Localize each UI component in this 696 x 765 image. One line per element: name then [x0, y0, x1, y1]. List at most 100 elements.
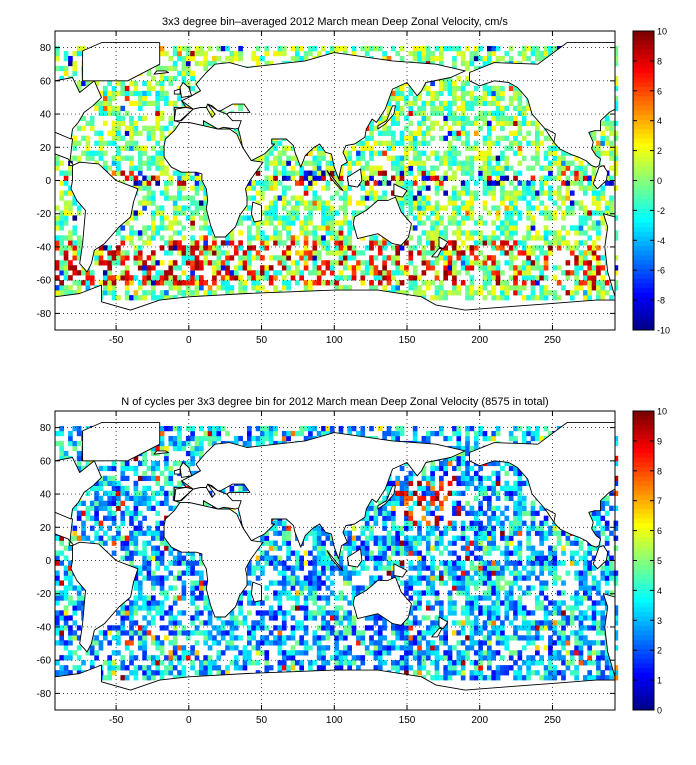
heat-cell [413, 670, 418, 675]
cycles-panel: N of cycles per 3x3 degree bin for 2012 … [0, 380, 696, 760]
heat-cell [522, 240, 527, 245]
heat-cell [330, 250, 335, 255]
heat-cell [496, 640, 501, 645]
heat-cell [461, 61, 466, 66]
heat-cell [474, 101, 479, 106]
heat-cell [583, 240, 588, 245]
heat-cell [487, 136, 492, 141]
heat-cell [68, 285, 73, 290]
heat-cell [592, 195, 597, 200]
heat-cell [491, 190, 496, 195]
heat-cell [120, 655, 125, 660]
heat-cell [247, 260, 252, 265]
heat-cell [278, 640, 283, 645]
heat-cell [321, 156, 326, 161]
heat-cell [264, 625, 269, 630]
heat-cell [317, 156, 322, 161]
heat-cell [544, 230, 549, 235]
heat-cell [439, 635, 444, 640]
heat-cell [518, 195, 523, 200]
heat-cell [282, 151, 287, 156]
heat-cell [504, 215, 509, 220]
heat-cell [160, 51, 165, 56]
heat-cell [513, 210, 518, 215]
heat-cell [583, 210, 588, 215]
heat-cell [142, 630, 147, 635]
heat-cell [400, 96, 405, 101]
heat-cell [570, 200, 575, 205]
heat-cell [155, 270, 160, 275]
heat-cell [94, 131, 99, 136]
heat-cell [574, 640, 579, 645]
heat-cell [134, 86, 139, 91]
heat-cell [500, 156, 505, 161]
heat-cell [116, 640, 121, 645]
heat-cell [483, 295, 488, 300]
heat-cell [64, 260, 69, 265]
heat-cell [190, 660, 195, 665]
heat-cell [487, 86, 492, 91]
heat-cell [400, 91, 405, 96]
colorbar-step [633, 190, 654, 195]
heat-cell [417, 106, 422, 111]
heat-cell [557, 655, 562, 660]
heat-cell [395, 285, 400, 290]
heat-cell [522, 116, 527, 121]
heat-cell [360, 630, 365, 635]
heat-cell [299, 176, 304, 181]
heat-cell [570, 161, 575, 166]
heat-cell [369, 195, 374, 200]
heat-cell [391, 166, 396, 171]
heat-cell [55, 156, 60, 161]
heat-cell [474, 245, 479, 250]
heat-cell [483, 141, 488, 146]
heat-cell [182, 205, 187, 210]
heat-cell [199, 61, 204, 66]
heat-cell [59, 245, 64, 250]
heat-cell [452, 116, 457, 121]
heat-cell [465, 260, 470, 265]
heat-cell [177, 190, 182, 195]
heat-cell [496, 225, 501, 230]
heat-cell [164, 290, 169, 295]
heat-cell [513, 265, 518, 270]
heat-cell [64, 200, 69, 205]
heat-cell [182, 210, 187, 215]
heat-cell [435, 91, 440, 96]
heat-cell [557, 156, 562, 161]
heat-cell [72, 650, 77, 655]
heat-cell [518, 250, 523, 255]
heat-cell [426, 141, 431, 146]
heat-cell [282, 250, 287, 255]
heat-cell [408, 245, 413, 250]
heat-cell [548, 151, 553, 156]
heat-cell [422, 136, 427, 141]
heat-cell [435, 295, 440, 300]
heat-cell [286, 210, 291, 215]
heat-cell [251, 630, 256, 635]
heat-cell [526, 635, 531, 640]
heat-cell [238, 265, 243, 270]
heat-cell [286, 200, 291, 205]
heat-cell [435, 650, 440, 655]
heat-cell [260, 270, 265, 275]
heat-cell [448, 665, 453, 670]
heat-cell [408, 285, 413, 290]
heat-cell [155, 640, 160, 645]
heat-cell [173, 215, 178, 220]
heat-cell [273, 225, 278, 230]
heat-cell [596, 640, 601, 645]
heat-cell [378, 141, 383, 146]
heat-cell [251, 51, 256, 56]
heat-cell [291, 655, 296, 660]
heat-cell [439, 176, 444, 181]
heat-cell [134, 166, 139, 171]
heat-cell [513, 96, 518, 101]
heat-cell [230, 660, 235, 665]
heat-cell [251, 280, 256, 285]
heat-cell [282, 255, 287, 260]
x-tick-label: 200 [471, 335, 488, 346]
heat-cell [142, 161, 147, 166]
heat-cell [496, 630, 501, 635]
heat-cell [378, 181, 383, 186]
